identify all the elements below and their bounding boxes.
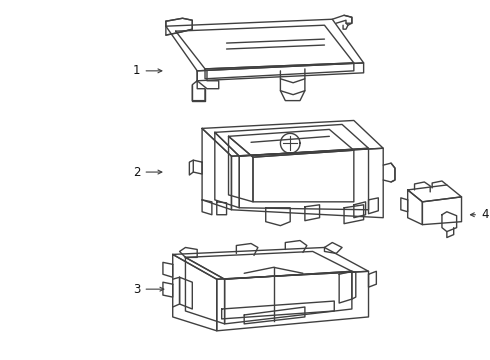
Text: 2: 2 [133, 166, 141, 179]
Text: 4: 4 [481, 208, 489, 221]
Text: 1: 1 [133, 64, 141, 77]
Text: 3: 3 [133, 283, 141, 296]
